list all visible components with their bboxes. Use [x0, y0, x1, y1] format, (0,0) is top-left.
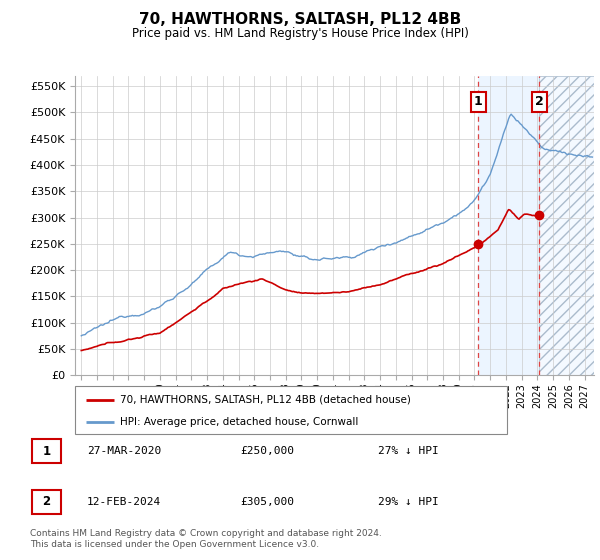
Text: £305,000: £305,000	[240, 497, 294, 507]
Text: Price paid vs. HM Land Registry's House Price Index (HPI): Price paid vs. HM Land Registry's House …	[131, 27, 469, 40]
Text: 1: 1	[474, 95, 482, 109]
Text: HPI: Average price, detached house, Cornwall: HPI: Average price, detached house, Corn…	[121, 417, 359, 427]
Text: 1: 1	[43, 445, 50, 458]
Text: Contains HM Land Registry data © Crown copyright and database right 2024.
This d: Contains HM Land Registry data © Crown c…	[30, 529, 382, 549]
Text: 12-FEB-2024: 12-FEB-2024	[87, 497, 161, 507]
Bar	[539, 76, 594, 375]
Text: £250,000: £250,000	[240, 446, 294, 456]
Text: 70, HAWTHORNS, SALTASH, PL12 4BB: 70, HAWTHORNS, SALTASH, PL12 4BB	[139, 12, 461, 27]
Bar	[478, 76, 539, 375]
Text: 29% ↓ HPI: 29% ↓ HPI	[378, 497, 439, 507]
Text: 2: 2	[535, 95, 544, 109]
Text: 70, HAWTHORNS, SALTASH, PL12 4BB (detached house): 70, HAWTHORNS, SALTASH, PL12 4BB (detach…	[121, 395, 411, 405]
Bar	[539, 76, 594, 375]
Text: 27% ↓ HPI: 27% ↓ HPI	[378, 446, 439, 456]
Text: 2: 2	[43, 495, 50, 508]
Text: 27-MAR-2020: 27-MAR-2020	[87, 446, 161, 456]
